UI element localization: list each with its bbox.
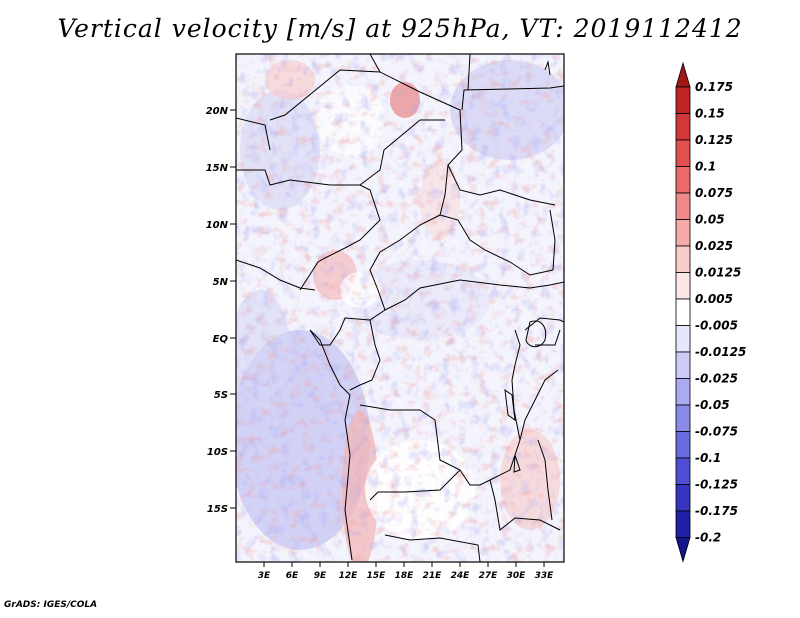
longitude-axis: 3E 6E 9E 12E 15E 18E 21E 24E 27E 30E 33E xyxy=(258,562,554,581)
colorbar-top-arrow xyxy=(675,61,691,88)
lat-tick-label: 10N xyxy=(206,220,229,231)
colorbar-label: 0.175 xyxy=(695,80,733,94)
lon-tick-label: 3E xyxy=(258,571,271,581)
colorbar-label: -0.1 xyxy=(695,451,721,465)
lon-tick-label: 15E xyxy=(367,571,387,581)
colorbar-label: 0.15 xyxy=(695,107,725,121)
colorbar-swatch xyxy=(675,404,691,432)
colorbar-label: 0.075 xyxy=(695,186,733,200)
colorbar: 0.175 0.15 0.125 0.1 0.075 0.05 0.025 0.0125 0.0… xyxy=(675,61,746,563)
lon-tick-label: 33E xyxy=(535,571,555,581)
colorbar-swatch xyxy=(675,298,691,326)
colorbar-label: -0.025 xyxy=(695,372,738,386)
map-frame xyxy=(235,53,565,563)
colorbar-label: -0.075 xyxy=(695,425,738,439)
colorbar-label: -0.2 xyxy=(695,531,721,545)
colorbar-swatch xyxy=(675,86,691,114)
lat-tick-label: 5S xyxy=(214,390,228,401)
lon-tick-label: 12E xyxy=(339,571,359,581)
colorbar-label: -0.05 xyxy=(695,398,730,412)
colorbar-bottom-arrow xyxy=(675,537,691,563)
colorbar-swatch xyxy=(675,484,691,512)
lat-tick-label: 10S xyxy=(207,447,228,458)
latitude-axis: 20N 15N 10N 5N EQ 5S 10S 15S xyxy=(206,106,236,515)
lon-tick-label: 18E xyxy=(395,571,415,581)
colorbar-swatch xyxy=(675,272,691,300)
country-borders xyxy=(236,54,564,562)
colorbar-label: -0.005 xyxy=(695,319,738,333)
colorbar-swatch xyxy=(675,192,691,220)
colorbar-label: -0.125 xyxy=(695,478,738,492)
velocity-field xyxy=(236,54,564,562)
lon-tick-label: 24E xyxy=(451,571,471,581)
colorbar-label: -0.175 xyxy=(695,504,738,518)
colorbar-label: 0.1 xyxy=(695,160,716,174)
colorbar-label: 0.05 xyxy=(695,213,725,227)
lon-tick-label: 6E xyxy=(286,571,299,581)
colorbar-swatch xyxy=(675,166,691,194)
colorbar-swatch xyxy=(675,378,691,406)
colorbar-swatch xyxy=(675,245,691,273)
colorbar-swatch xyxy=(675,113,691,141)
lat-tick-label: 20N xyxy=(206,106,229,117)
colorbar-label: -0.0125 xyxy=(695,345,746,359)
colorbar-swatch xyxy=(675,431,691,459)
grads-credit: GrADS: IGES/COLA xyxy=(4,600,98,610)
colorbar-swatch xyxy=(675,139,691,167)
colorbar-label: 0.025 xyxy=(695,239,733,253)
colorbar-swatch xyxy=(675,457,691,485)
colorbar-swatch xyxy=(675,510,691,538)
lon-tick-label: 21E xyxy=(423,571,443,581)
lon-tick-label: 9E xyxy=(314,571,327,581)
colorbar-swatch xyxy=(675,351,691,379)
colorbar-swatch xyxy=(675,219,691,247)
map-title: Vertical velocity [m/s] at 925hPa, VT: 2… xyxy=(57,14,743,43)
colorbar-label: 0.125 xyxy=(695,133,733,147)
lon-tick-label: 27E xyxy=(479,571,499,581)
lon-tick-label: 30E xyxy=(507,571,527,581)
colorbar-label: 0.0125 xyxy=(695,266,741,280)
lat-tick-label: 15N xyxy=(206,163,229,174)
lat-tick-label: EQ xyxy=(213,334,229,345)
colorbar-label: 0.005 xyxy=(695,292,733,306)
lat-tick-label: 15S xyxy=(207,504,228,515)
lat-tick-label: 5N xyxy=(213,277,229,288)
colorbar-swatch xyxy=(675,325,691,353)
